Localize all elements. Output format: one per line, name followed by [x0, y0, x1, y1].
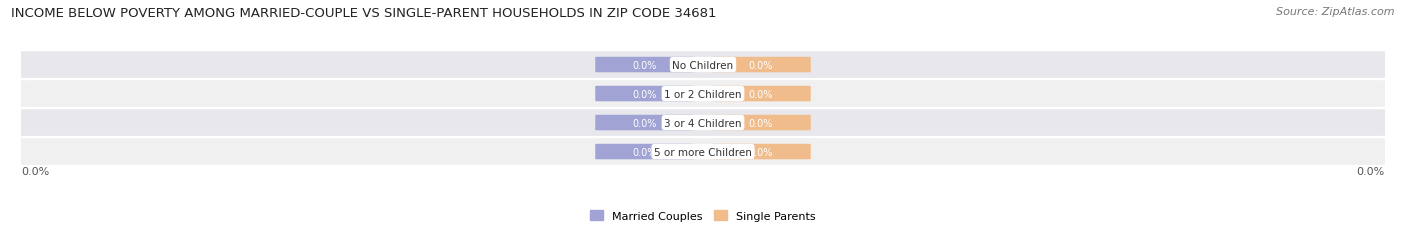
FancyBboxPatch shape [595, 115, 695, 131]
Text: Source: ZipAtlas.com: Source: ZipAtlas.com [1277, 7, 1395, 17]
Text: 3 or 4 Children: 3 or 4 Children [664, 118, 742, 128]
Text: 0.0%: 0.0% [633, 89, 657, 99]
Text: No Children: No Children [672, 60, 734, 70]
FancyBboxPatch shape [14, 52, 1392, 79]
FancyBboxPatch shape [711, 58, 811, 73]
Text: INCOME BELOW POVERTY AMONG MARRIED-COUPLE VS SINGLE-PARENT HOUSEHOLDS IN ZIP COD: INCOME BELOW POVERTY AMONG MARRIED-COUPL… [11, 7, 717, 20]
FancyBboxPatch shape [14, 139, 1392, 165]
FancyBboxPatch shape [14, 81, 1392, 107]
Text: 0.0%: 0.0% [749, 118, 773, 128]
Text: 0.0%: 0.0% [749, 60, 773, 70]
FancyBboxPatch shape [14, 110, 1392, 136]
Text: 0.0%: 0.0% [633, 118, 657, 128]
FancyBboxPatch shape [595, 144, 695, 160]
Text: 0.0%: 0.0% [633, 147, 657, 157]
FancyBboxPatch shape [711, 144, 811, 160]
Text: 0.0%: 0.0% [749, 89, 773, 99]
FancyBboxPatch shape [711, 115, 811, 131]
Text: 0.0%: 0.0% [1357, 166, 1385, 176]
Legend: Married Couples, Single Parents: Married Couples, Single Parents [591, 210, 815, 221]
Text: 0.0%: 0.0% [21, 166, 49, 176]
FancyBboxPatch shape [595, 86, 695, 102]
Text: 0.0%: 0.0% [749, 147, 773, 157]
FancyBboxPatch shape [595, 58, 695, 73]
Text: 5 or more Children: 5 or more Children [654, 147, 752, 157]
Text: 1 or 2 Children: 1 or 2 Children [664, 89, 742, 99]
Text: 0.0%: 0.0% [633, 60, 657, 70]
FancyBboxPatch shape [711, 86, 811, 102]
